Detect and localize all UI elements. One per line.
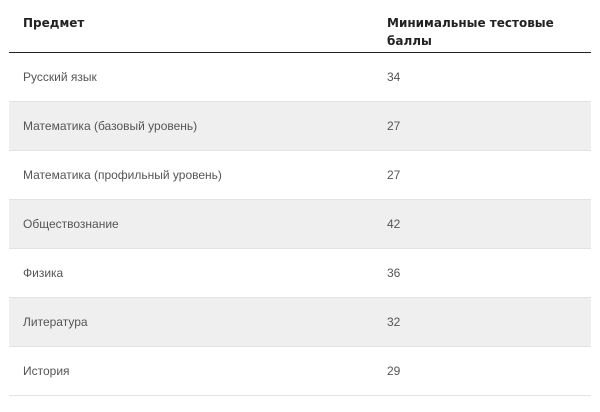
table-row: Математика (профильный уровень) 27 [9,150,591,200]
score-cell: 29 [374,346,591,396]
score-cell: 27 [374,101,591,151]
score-cell: 34 [374,52,591,102]
table-body: Русский язык 34 Математика (базовый уров… [9,52,591,396]
score-cell: 27 [374,150,591,200]
subject-cell: Физика [9,248,374,298]
score-cell: 36 [374,248,591,298]
score-cell: 42 [374,199,591,249]
subject-cell: Обществознание [9,199,374,249]
subject-cell: Литература [9,297,374,347]
table-row: Математика (базовый уровень) 27 [9,101,591,151]
table-row: Русский язык 34 [9,52,591,102]
column-header-min-score: Минимальные тестовые баллы [374,0,591,53]
score-cell: 32 [374,297,591,347]
table-header: Предмет Минимальные тестовые баллы [9,0,591,53]
subject-cell: История [9,346,374,396]
subject-cell: Русский язык [9,52,374,102]
table-row: Обществознание 42 [9,199,591,249]
minimum-scores-table: Предмет Минимальные тестовые баллы Русск… [9,0,591,396]
table-row: Физика 36 [9,248,591,298]
table-row: История 29 [9,346,591,396]
subject-cell: Математика (профильный уровень) [9,150,374,200]
subject-cell: Математика (базовый уровень) [9,101,374,151]
header-row: Предмет Минимальные тестовые баллы [9,0,591,53]
table-row: Литература 32 [9,297,591,347]
column-header-subject: Предмет [9,0,374,53]
